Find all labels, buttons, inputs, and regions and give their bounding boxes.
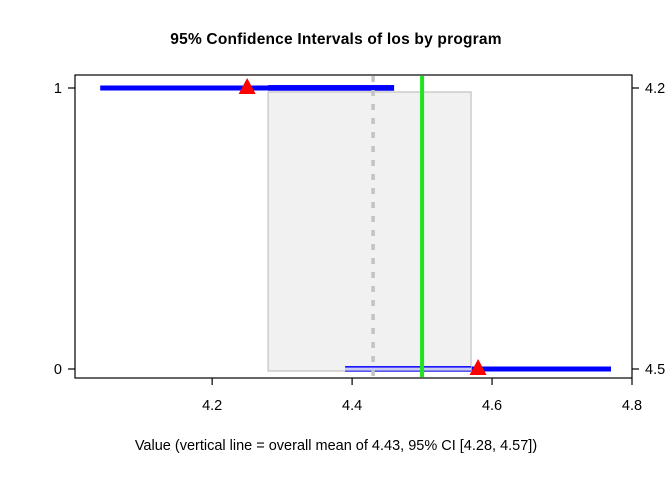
mean-triangle-icon-program-0 bbox=[469, 359, 487, 375]
x-axis-tick-label: 4.6 bbox=[482, 398, 502, 414]
mean-triangle-icon-program-1 bbox=[238, 78, 256, 94]
x-axis-tick-label: 4.8 bbox=[622, 398, 642, 414]
overall-ci-band bbox=[267, 91, 472, 372]
chart-title: 95% Confidence Intervals of los by progr… bbox=[170, 31, 502, 48]
x-axis-tick-label: 4.4 bbox=[342, 398, 362, 414]
plot-border bbox=[74, 74, 633, 379]
x-axis-tick-label: 4.2 bbox=[202, 398, 222, 414]
right-axis-group-mean-label: 4.5 bbox=[645, 362, 665, 378]
x-axis-caption: Value (vertical line = overall mean of 4… bbox=[134, 438, 538, 454]
y-axis-tick-label: 1 bbox=[54, 81, 62, 97]
right-axis-group-mean-label: 4.2 bbox=[645, 81, 665, 97]
y-axis-tick-label: 0 bbox=[54, 362, 62, 378]
